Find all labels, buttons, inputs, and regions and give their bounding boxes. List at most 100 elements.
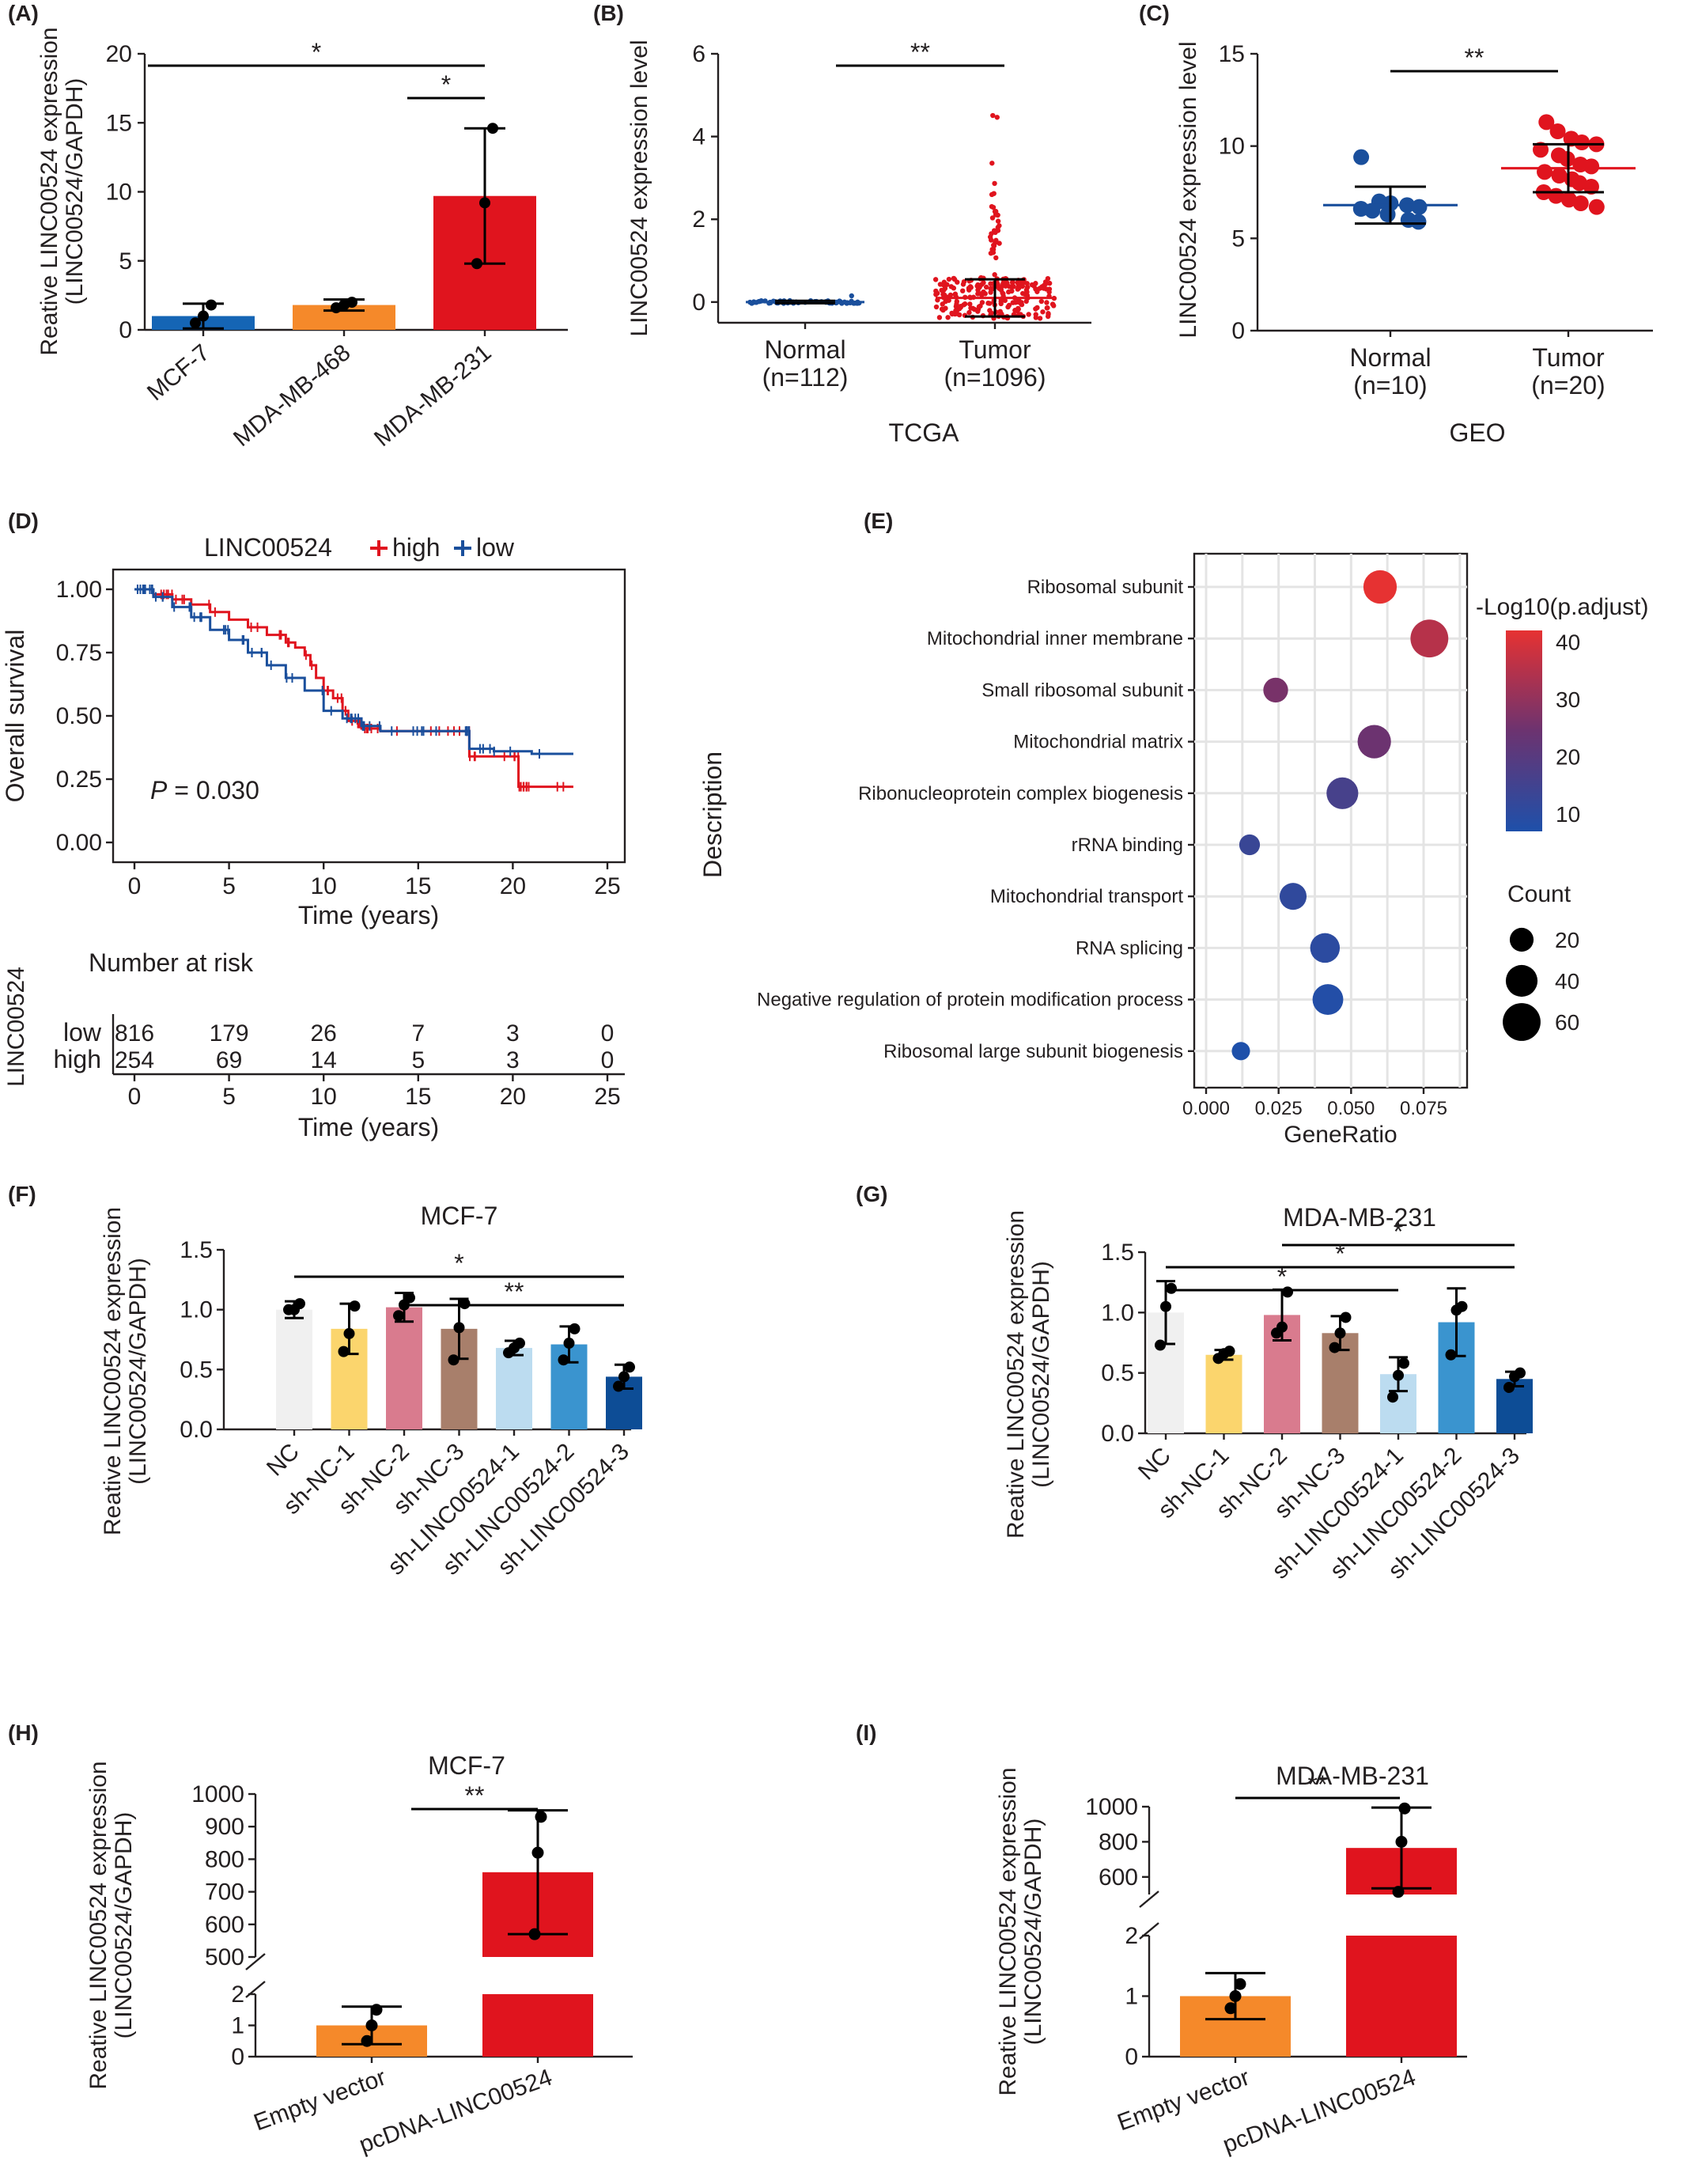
e-term-label: Mitochondrial transport xyxy=(990,886,1183,907)
b-y-tick-label: 6 xyxy=(692,41,705,67)
i-point-0 xyxy=(1234,1978,1246,1990)
f-y-tick-label: 0.0 xyxy=(180,1417,213,1443)
b-point xyxy=(967,301,973,307)
c-x-axis-label: GEO xyxy=(1449,418,1505,447)
f-point-6 xyxy=(624,1361,635,1373)
b-point xyxy=(989,231,994,237)
b-point xyxy=(954,301,959,307)
g-point-4 xyxy=(1387,1391,1398,1403)
b-point xyxy=(945,315,951,320)
e-x-tick-label: 0.025 xyxy=(1255,1098,1303,1119)
b-point xyxy=(995,218,1001,224)
e-y-axis-label: Description xyxy=(698,751,727,878)
d-y-tick-label: 1.00 xyxy=(56,577,102,603)
f-point-1 xyxy=(338,1346,350,1357)
i-point-0 xyxy=(1224,2002,1237,2015)
c-y-tick-label: 5 xyxy=(1231,225,1245,252)
h-y-tick-label: 900 xyxy=(205,1814,244,1840)
c-point-1 xyxy=(1574,134,1590,150)
c-y-tick-label: 0 xyxy=(1231,318,1245,344)
d-legend-label-high: high xyxy=(392,533,441,562)
f-point-5 xyxy=(558,1354,569,1366)
i-y-axis-label: Reative LINC00524 expression(LINC00524/G… xyxy=(995,1767,1046,2095)
g-point-5 xyxy=(1456,1300,1468,1312)
f-point-2 xyxy=(404,1292,415,1304)
e-dot-5 xyxy=(1239,834,1261,856)
panel-label-g: (G) xyxy=(856,1182,887,1206)
b-y-tick-label: 2 xyxy=(692,206,705,233)
h-significance-label: ** xyxy=(465,1781,485,1810)
a-point-2 xyxy=(487,123,498,134)
d-risk-x-tick-label: 0 xyxy=(128,1084,142,1110)
e-term-label: Ribonucleoprotein complex biogenesis xyxy=(858,783,1183,804)
a-x-tick-label: MDA-MB-231 xyxy=(369,339,496,452)
g-point-1 xyxy=(1223,1346,1235,1357)
c-point-1 xyxy=(1538,114,1555,131)
d-risk-value: 26 xyxy=(311,1020,337,1047)
d-risk-x-axis-label: Time (years) xyxy=(298,1113,439,1141)
e-x-tick-label: 0.075 xyxy=(1400,1098,1447,1119)
d-risk-value: 254 xyxy=(115,1047,154,1073)
e-size-label: 60 xyxy=(1555,1010,1579,1035)
a-y-tick-label: 0 xyxy=(119,317,132,343)
e-dot-9 xyxy=(1231,1042,1250,1061)
i-bar-1-lower xyxy=(1346,1936,1457,2057)
c-point-0 xyxy=(1379,206,1396,222)
d-risk-value: 0 xyxy=(601,1020,615,1047)
d-y-tick-label: 0.75 xyxy=(56,640,102,666)
d-x-tick-label: 10 xyxy=(311,873,337,899)
d-p-value: P = 0.030 xyxy=(150,776,259,804)
b-group-label: Tumor xyxy=(959,335,1031,364)
b-point xyxy=(993,229,998,236)
c-point-1 xyxy=(1551,168,1568,184)
chart-i: 600 800 1000 0 1 2 Reative LINC00524 expressio… xyxy=(995,1762,1467,2158)
b-point xyxy=(952,292,958,297)
b-point xyxy=(997,240,1002,246)
b-point xyxy=(937,282,944,287)
a-significance-1-label: * xyxy=(441,70,451,99)
chart-g: 0.0 0.5 1.0 1.5 Reative LINC00524 expression… xyxy=(1003,1203,1533,1584)
g-point-2 xyxy=(1276,1321,1288,1333)
panel-label-a: (A) xyxy=(8,1,39,25)
b-point xyxy=(989,203,995,210)
f-point-1 xyxy=(343,1327,355,1339)
d-x-tick-label: 20 xyxy=(500,873,526,899)
e-size-label: 20 xyxy=(1555,928,1579,952)
i-point-1 xyxy=(1392,1886,1405,1898)
b-point xyxy=(1024,284,1031,290)
b-point xyxy=(966,286,972,291)
d-risk-value: 816 xyxy=(115,1020,154,1047)
h-y-tick-label: 0 xyxy=(231,2044,244,2070)
a-point-2 xyxy=(479,197,490,209)
c-point-0 xyxy=(1353,149,1370,165)
b-point xyxy=(1026,312,1031,317)
b-point xyxy=(960,288,966,293)
b-x-axis-label: TCGA xyxy=(889,418,960,447)
h-y-tick-label: 600 xyxy=(205,1912,244,1938)
d-risk-value: 69 xyxy=(216,1047,242,1073)
e-dot-3 xyxy=(1357,725,1391,759)
d-risk-y-axis-label: LINC00524 xyxy=(3,967,29,1087)
g-point-6 xyxy=(1515,1367,1526,1379)
e-term-label: Ribosomal subunit xyxy=(1027,577,1184,598)
d-x-tick-label: 0 xyxy=(128,873,142,899)
e-dot-1 xyxy=(1410,619,1449,658)
c-point-1 xyxy=(1583,179,1599,195)
panel-label-b: (B) xyxy=(593,1,624,25)
f-point-6 xyxy=(613,1380,624,1392)
b-y-axis-label: LINC00524 expression level xyxy=(626,40,652,336)
h-y-tick-label: 800 xyxy=(205,1846,244,1872)
d-x-tick-label: 15 xyxy=(405,873,431,899)
c-group-label: Normal xyxy=(1349,343,1431,372)
g-significance-2-label: * xyxy=(1277,1262,1287,1291)
d-y-tick-label: 0.50 xyxy=(56,703,102,729)
panel-label-h: (H) xyxy=(8,1720,39,1745)
b-point xyxy=(941,281,947,286)
c-group-n: (n=10) xyxy=(1353,371,1427,399)
f-point-6 xyxy=(618,1371,630,1383)
b-point xyxy=(1046,280,1053,286)
d-risk-value: 179 xyxy=(210,1020,249,1047)
